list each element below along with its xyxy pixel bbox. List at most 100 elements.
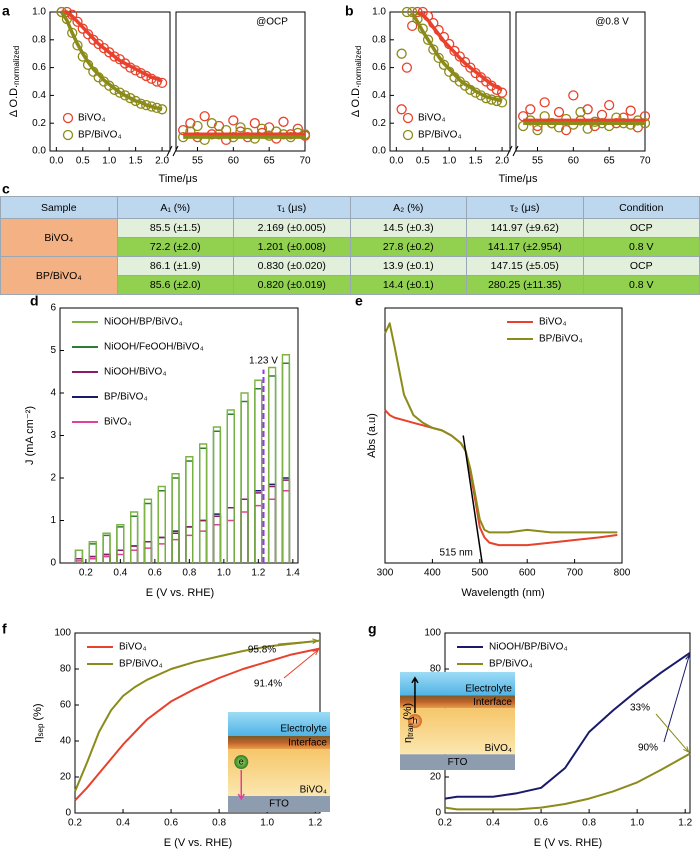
- inset-label: FTO: [269, 799, 289, 810]
- photocurrent-pulse: [102, 553, 111, 563]
- x-tick-label: 1.0: [102, 156, 116, 167]
- x-tick-label: 1.0: [630, 818, 644, 829]
- inset-label: Interface: [288, 738, 327, 749]
- header-cell: τ₁ (μs): [233, 196, 351, 219]
- annotation-arrow: [655, 713, 690, 754]
- carrier-arrow: [411, 676, 419, 713]
- legend-label: BiVO₄: [418, 113, 445, 124]
- photocurrent-pulse: [281, 490, 291, 563]
- x-axis-label: Time/μs: [499, 173, 538, 185]
- panel-label: g: [368, 621, 377, 637]
- data-point: [109, 51, 120, 62]
- photocurrent-pulse: [198, 443, 208, 563]
- data-line: [444, 651, 691, 800]
- photocurrent-pulse: [185, 526, 194, 563]
- table-cell: 141.97 (±9.62): [466, 218, 584, 238]
- y-tick-label: 20: [430, 772, 442, 783]
- table-cell: 1.201 (±0.008): [233, 237, 351, 257]
- y-tick-label: 0.4: [372, 90, 386, 101]
- table-cell: 86.1 (±1.9): [116, 256, 234, 276]
- x-tick-label: 0.8: [182, 568, 196, 579]
- y-tick-label: 80: [60, 664, 72, 675]
- table-cell: 147.15 (±5.05): [466, 256, 584, 276]
- data-point: [192, 120, 203, 132]
- data-point: [625, 105, 636, 116]
- photocurrent-pulse: [198, 519, 208, 563]
- legend-marker: [62, 112, 74, 124]
- legend-label: BP/BiVO₄: [78, 130, 122, 141]
- table-row: 85.6 (±2.0) 0.820 (±0.019) 14.4 (±0.1) 280.…: [1, 275, 700, 295]
- x-tick-label: 2.0: [495, 156, 509, 167]
- data-point: [119, 90, 131, 101]
- annotation: 90%: [638, 743, 658, 754]
- annotation: 95.8%: [248, 645, 276, 656]
- table-cell: 85.5 (±1.5): [116, 218, 234, 238]
- y-tick-label: 6: [50, 303, 56, 314]
- photocurrent-pulse: [254, 490, 263, 563]
- x-tick-label: 1.5: [469, 156, 483, 167]
- x-axis-label: Time/μs: [159, 173, 198, 185]
- inset-electrolyte: [400, 672, 515, 696]
- legend-label: BiVO₄: [78, 113, 105, 124]
- photocurrent-pulse: [88, 558, 97, 563]
- photocurrent-pulse: [130, 545, 139, 563]
- photocurrent-pulse: [212, 524, 222, 563]
- x-tick-label: 0.5: [76, 156, 90, 167]
- x-tick-label: 0.4: [113, 568, 127, 579]
- data-line: [74, 647, 321, 802]
- fit-line: [410, 12, 645, 125]
- photocurrent-pulse: [267, 498, 277, 563]
- photocurrent-pulse: [281, 354, 291, 563]
- x-axis-label: E (V vs. RHE): [534, 837, 602, 849]
- table-cell: OCP: [582, 256, 700, 276]
- x-tick-label: 55: [532, 156, 544, 167]
- y-axis-label: Δ O.D.normalized: [350, 46, 363, 118]
- carrier-arrow: [237, 770, 245, 801]
- inset-label: FTO: [448, 757, 468, 768]
- panel-label: a: [2, 3, 10, 19]
- photocurrent-pulse: [254, 492, 263, 563]
- annotation: 91.4%: [254, 679, 282, 690]
- photocurrent-pulse: [212, 426, 222, 563]
- y-label-main: Δ O.D.: [350, 85, 362, 117]
- photocurrent-pulse: [88, 555, 97, 563]
- x-tick-label: 60: [228, 156, 240, 167]
- data-point: [185, 118, 196, 129]
- photocurrent-pulse: [198, 530, 208, 563]
- axis-break: [166, 145, 179, 157]
- y-axis-label: J (mA cm⁻²): [24, 406, 36, 465]
- x-tick-label: 700: [566, 568, 583, 579]
- photocurrent-pulse: [171, 532, 180, 563]
- photocurrent-pulse: [88, 555, 97, 563]
- x-tick-label: 0.6: [534, 818, 548, 829]
- inset-interface: [228, 736, 330, 749]
- legend-marker: [402, 112, 414, 124]
- data-point: [518, 120, 529, 132]
- fit-line: [61, 10, 305, 137]
- x-tick-label: 55: [192, 156, 204, 167]
- axis-break: [506, 145, 519, 157]
- y-tick-label: 0: [65, 808, 71, 819]
- inset-label: Electrolyte: [465, 683, 512, 694]
- table-cell: 14.4 (±0.1): [349, 275, 467, 295]
- legend-label: BP/BiVO₄: [119, 659, 163, 670]
- x-tick-label: 1.0: [217, 568, 231, 579]
- data-point: [604, 99, 615, 111]
- data-point: [199, 111, 210, 122]
- photocurrent-pulse: [185, 526, 194, 563]
- data-point: [206, 118, 217, 129]
- photocurrent-pulse: [157, 485, 166, 563]
- photocurrent-pulse: [157, 543, 166, 563]
- photocurrent-pulse: [212, 430, 222, 563]
- x-tick-label: 0.2: [438, 818, 452, 829]
- data-point: [596, 109, 608, 121]
- photocurrent-pulse: [171, 530, 180, 563]
- table-cell: 13.9 (±0.1): [349, 256, 467, 276]
- carrier: [234, 755, 249, 769]
- photocurrent-pulse: [102, 553, 111, 563]
- y-tick-label: 0.2: [372, 118, 386, 129]
- data-point: [422, 34, 434, 45]
- x-tick-label: 0.8: [582, 818, 596, 829]
- legend-label: NiOOH/FeOOH/BiVO₄: [104, 342, 204, 353]
